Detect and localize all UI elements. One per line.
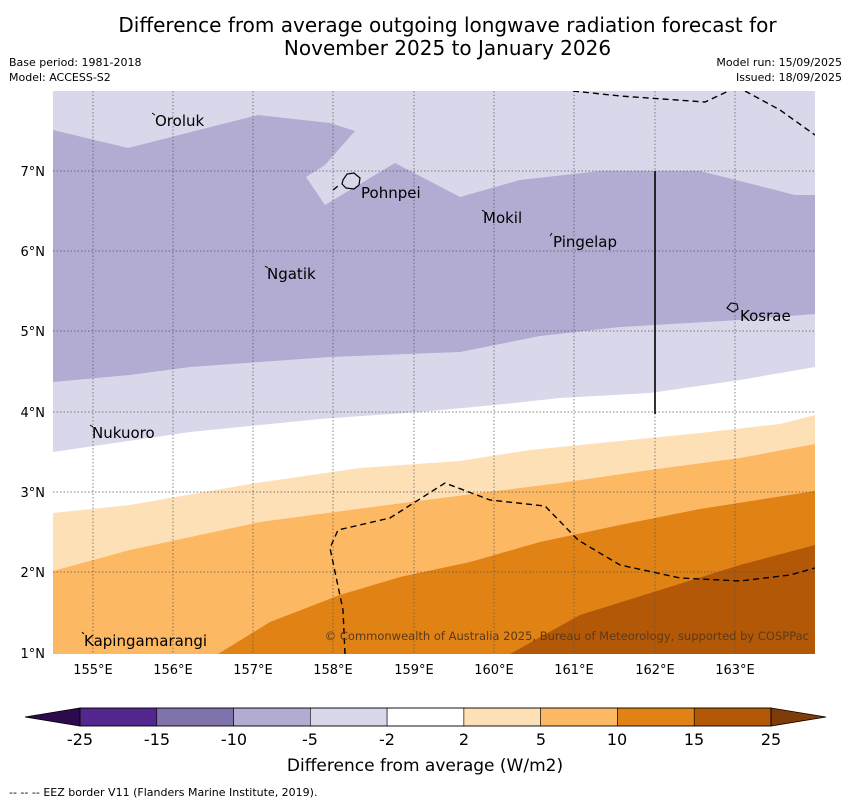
place-label-kapingamarangi: Kapingamarangi [84,632,207,650]
pohnpei-island-shape [341,172,361,190]
eez-borders [329,91,815,654]
title-line-2: November 2025 to January 2026 [283,36,612,60]
colorbar: -25 -15 -10 -5 -2 2 5 10 15 25 [24,707,827,749]
eez-legend: -- -- -- EEZ border V11 (Flanders Marine… [9,786,317,799]
issued-date: Issued: 18/09/2025 [735,71,842,84]
colorbar-tick: 15 [684,730,704,749]
x-axis-ticks: 155°E 156°E 157°E 158°E 159°E 160°E 161°… [73,663,755,678]
meta-left: Base period: 1981-2018 Model: ACCESS-S2 [9,55,141,85]
colorbar-label: Difference from average (W/m2) [286,756,564,776]
contour-band-15-25 [510,545,815,654]
place-label-oroluk: Oroluk [155,112,204,130]
colorbar-high-extend [770,707,827,727]
x-tick: 157°E [233,663,273,678]
eez-legend-marker: -- -- -- [9,786,40,799]
y-tick: 2°N [21,566,46,581]
x-tick: 163°E [715,663,755,678]
colorbar-tick: -15 [144,730,170,749]
colorbar-tick: 25 [761,730,781,749]
grid-lines [53,91,815,654]
model-run: Model run: 15/09/2025 [716,56,842,69]
colorbar-cell [233,707,311,727]
x-tick: 159°E [394,663,434,678]
colorbar-cell [540,707,618,727]
contour-band-minus10-minus5 [53,115,815,382]
y-tick: 5°N [21,325,46,340]
colorbar-tick: 2 [459,730,469,749]
place-label-kosrae: Kosrae [740,307,791,325]
atoll-markers [81,112,553,635]
colorbar-tick: 5 [536,730,546,749]
colorbar-tick: -2 [379,730,395,749]
colorbar-cell [310,707,388,727]
x-tick: 160°E [474,663,514,678]
y-tick: 1°N [21,647,46,662]
colorbar-cell [617,707,695,727]
colorbar-tick: -25 [67,730,93,749]
colorbar-tick: 10 [607,730,627,749]
colorbar-cell [463,707,541,727]
place-label-mokil: Mokil [483,209,522,227]
y-tick: 6°N [21,245,46,260]
colorbar-cell [386,707,465,727]
x-tick: 161°E [554,663,594,678]
copyright-note: © Commonwealth of Australia 2025, Bureau… [325,629,809,643]
title-line-1: Difference from average outgoing longwav… [118,13,777,37]
colorbar-cells [79,707,772,727]
y-axis-ticks: 7°N 6°N 5°N 4°N 3°N 2°N 1°N [21,165,46,662]
place-label-nukuoro: Nukuoro [92,424,155,442]
kosrae-island-shape [726,302,739,313]
place-label-pohnpei: Pohnpei [361,184,421,202]
x-tick: 155°E [73,663,113,678]
chart-title: Difference from average outgoing longwav… [0,14,850,60]
place-label-pingelap: Pingelap [553,233,617,251]
model-name: Model: ACCESS-S2 [9,71,111,84]
x-tick: 162°E [635,663,675,678]
colorbar-tick: -10 [221,730,247,749]
y-tick: 7°N [21,165,46,180]
colorbar-low-extend [24,707,81,727]
place-label-ngatik: Ngatik [267,265,316,283]
colorbar-cell [156,707,234,727]
x-tick: 156°E [153,663,193,678]
base-period: Base period: 1981-2018 [9,56,142,69]
colorbar-cell [79,707,158,727]
y-tick: 4°N [21,406,46,421]
colorbar-cell [693,707,772,727]
eez-legend-text: EEZ border V11 (Flanders Marine Institut… [43,786,318,799]
meta-right: Model run: 15/09/2025 Issued: 18/09/2025 [716,55,842,85]
x-tick: 158°E [313,663,353,678]
colorbar-frame [79,707,772,727]
colorbar-tick: -5 [302,730,318,749]
map-area: Oroluk Pohnpei Mokil Pingelap Ngatik Kos… [53,91,815,654]
colorbar-ticks: -25 -15 -10 -5 -2 2 5 10 15 25 [67,730,781,749]
y-tick: 3°N [21,486,46,501]
